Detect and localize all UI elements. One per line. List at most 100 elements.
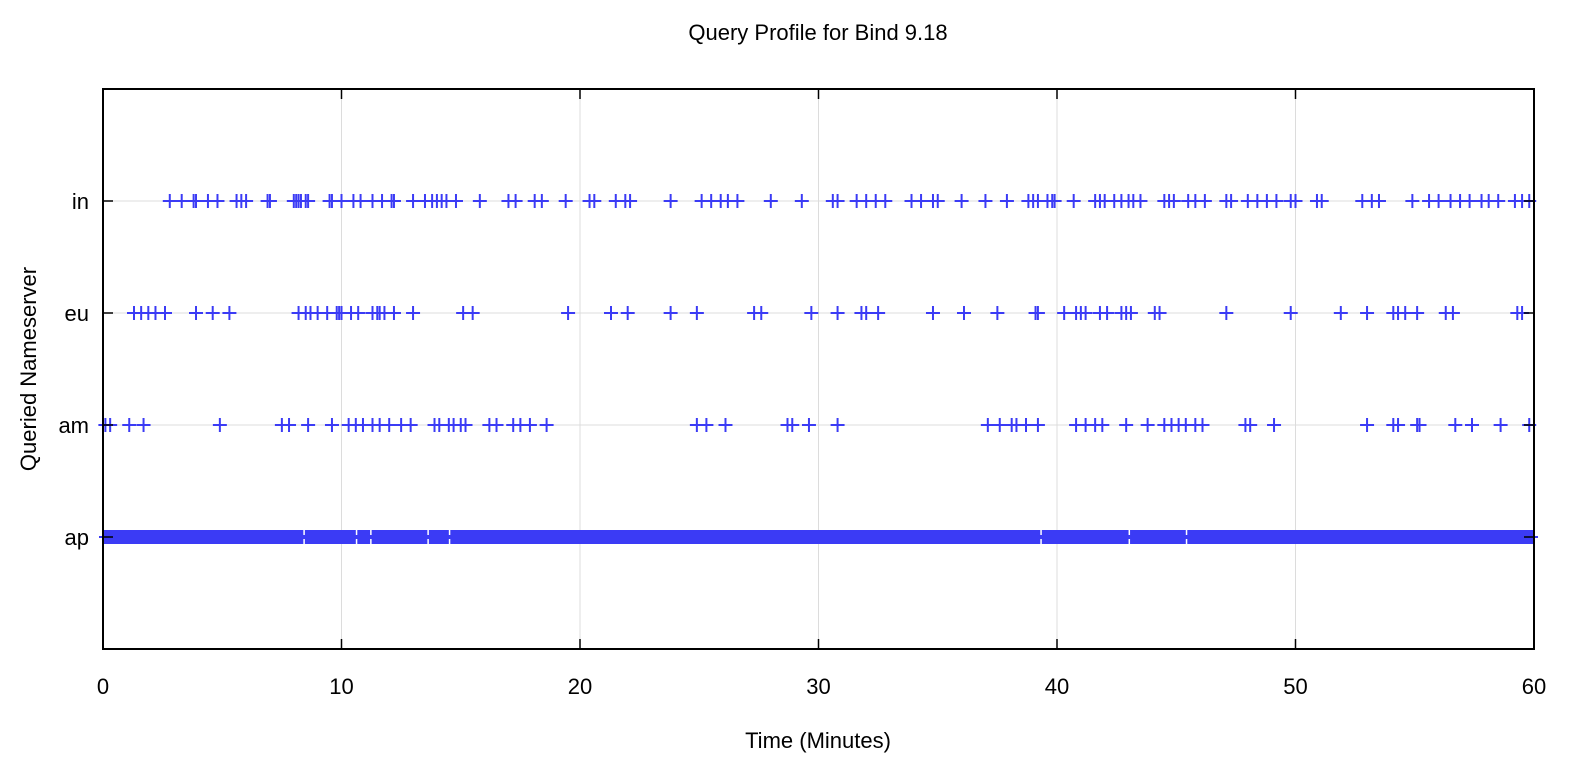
data-point-am xyxy=(1030,418,1045,432)
data-point-in xyxy=(162,194,177,208)
data-point-in xyxy=(1133,194,1148,208)
grid-lines xyxy=(103,89,1534,649)
data-point-eu xyxy=(351,306,366,320)
data-point-in xyxy=(508,194,523,208)
data-point-in xyxy=(534,194,549,208)
x-tick-label: 20 xyxy=(568,674,592,699)
data-point-eu xyxy=(689,306,704,320)
data-point-in xyxy=(623,194,638,208)
data-point-eu xyxy=(663,306,678,320)
data-point-am xyxy=(1119,418,1134,432)
data-point-in xyxy=(1066,194,1081,208)
x-tick-label: 30 xyxy=(806,674,830,699)
data-point-am xyxy=(1464,418,1479,432)
data-point-eu xyxy=(990,306,1005,320)
data-point-am xyxy=(522,418,537,432)
data-point-in xyxy=(189,194,204,208)
data-point-in xyxy=(730,194,745,208)
data-point-am xyxy=(1018,418,1033,432)
data-band-gap xyxy=(1040,530,1042,535)
x-tick-label: 60 xyxy=(1522,674,1546,699)
data-point-am xyxy=(539,418,554,432)
data-point-eu xyxy=(754,306,769,320)
data-point-in xyxy=(978,194,993,208)
data-point-in xyxy=(1288,194,1303,208)
data-point-am xyxy=(136,418,151,432)
data-band-gap xyxy=(370,530,372,535)
data-point-am xyxy=(1195,418,1210,432)
data-point-in xyxy=(878,194,893,208)
chart-title: Query Profile for Bind 9.18 xyxy=(688,20,947,45)
data-point-in xyxy=(954,194,969,208)
data-point-eu xyxy=(620,306,635,320)
data-band-gap xyxy=(1128,530,1131,535)
data-band-ap xyxy=(99,530,1538,544)
data-point-in xyxy=(663,194,678,208)
data-point-eu xyxy=(956,306,971,320)
data-band-gap xyxy=(370,539,372,544)
data-point-in xyxy=(301,194,316,208)
data-point-eu xyxy=(604,306,619,320)
data-point-in xyxy=(999,194,1014,208)
data-point-in xyxy=(1047,194,1062,208)
data-point-eu xyxy=(158,306,173,320)
x-tick-label: 0 xyxy=(97,674,109,699)
data-point-in xyxy=(830,194,845,208)
data-point-am xyxy=(699,418,714,432)
data-band-gap xyxy=(427,539,429,544)
data-point-am xyxy=(980,418,995,432)
data-point-am xyxy=(212,418,227,432)
y-tick-label-eu: eu xyxy=(65,301,89,326)
data-point-am xyxy=(992,418,1007,432)
data-point-in xyxy=(386,194,401,208)
data-point-in xyxy=(472,194,487,208)
axis-ticks: 0 10 20 30 40 50 60 ap am eu in xyxy=(58,89,1546,699)
data-point-in xyxy=(558,194,573,208)
data-point-eu xyxy=(871,306,886,320)
data-point-am xyxy=(489,418,504,432)
data-point-in xyxy=(210,194,225,208)
data-point-am xyxy=(830,418,845,432)
data-point-in xyxy=(930,194,945,208)
data-point-am xyxy=(458,418,473,432)
data-point-eu xyxy=(925,306,940,320)
data-point-eu xyxy=(1283,306,1298,320)
data-point-am xyxy=(403,418,418,432)
data-point-eu xyxy=(1057,306,1072,320)
data-point-in xyxy=(1462,194,1477,208)
data-point-am xyxy=(1243,418,1258,432)
data-point-am xyxy=(1360,418,1375,432)
x-axis-label: Time (Minutes) xyxy=(745,728,891,753)
data-point-eu xyxy=(1410,306,1425,320)
data-point-in xyxy=(763,194,778,208)
data-point-in xyxy=(1371,194,1386,208)
data-point-in xyxy=(239,194,254,208)
data-point-eu xyxy=(1123,306,1138,320)
y-tick-label-ap: ap xyxy=(65,525,89,550)
data-point-eu xyxy=(1398,306,1413,320)
x-tick-label: 10 xyxy=(329,674,353,699)
data-band-gap xyxy=(1128,539,1131,544)
data-markers xyxy=(98,194,1538,544)
data-band-gap xyxy=(448,539,451,544)
data-point-eu xyxy=(1030,306,1045,320)
y-tick-label-am: am xyxy=(58,413,89,438)
data-point-in xyxy=(914,194,929,208)
data-band-gap xyxy=(355,539,358,544)
data-point-eu xyxy=(859,306,874,320)
data-point-am xyxy=(122,418,137,432)
data-point-am xyxy=(1140,418,1155,432)
data-point-am xyxy=(1391,418,1406,432)
data-point-am xyxy=(282,418,297,432)
data-point-eu xyxy=(205,306,220,320)
data-point-eu xyxy=(465,306,480,320)
y-tick-label-in: in xyxy=(72,189,89,214)
data-point-in xyxy=(1166,194,1181,208)
data-point-in xyxy=(262,194,277,208)
data-point-eu xyxy=(1100,306,1115,320)
data-point-eu xyxy=(189,306,204,320)
data-point-eu xyxy=(1333,306,1348,320)
data-point-eu xyxy=(561,306,576,320)
data-point-am xyxy=(301,418,316,432)
data-point-am xyxy=(324,418,339,432)
